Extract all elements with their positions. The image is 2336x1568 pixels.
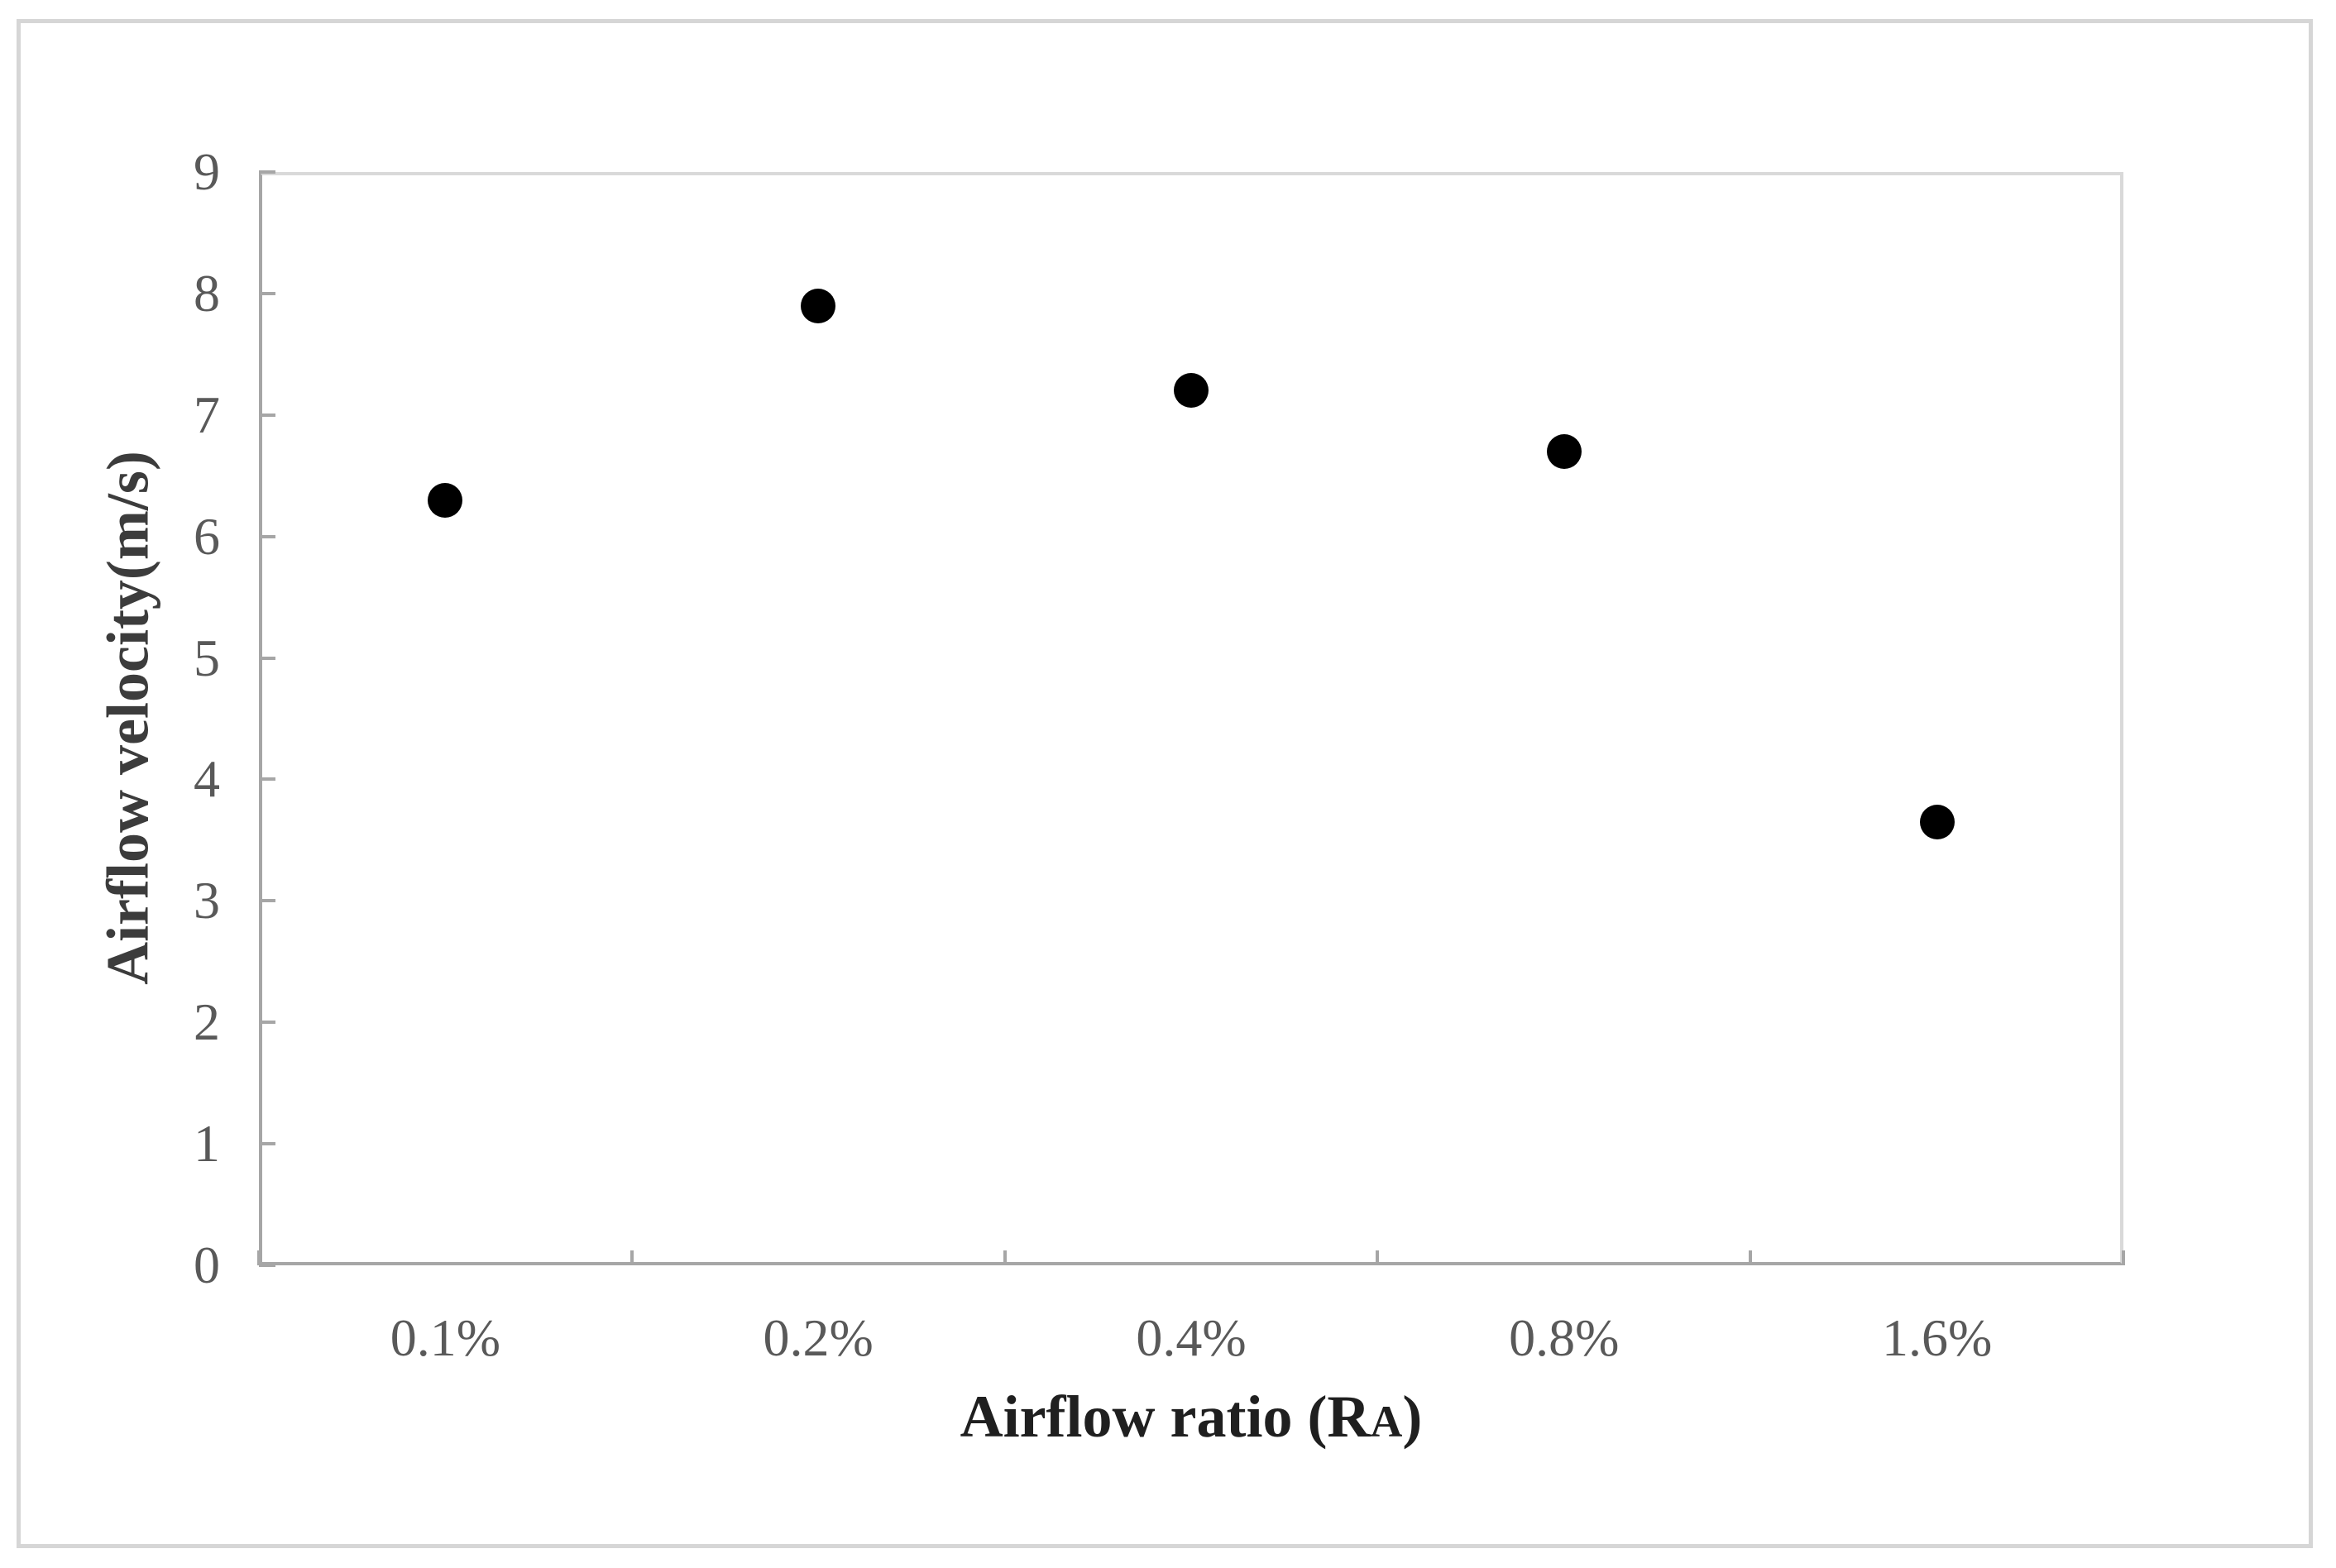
figure-border [17, 19, 2313, 1548]
x-axis-title-close: ) [1402, 1384, 1423, 1450]
y-axis-tick [259, 656, 275, 660]
x-axis-title-subscript: A [1370, 1397, 1403, 1446]
plot-area [259, 172, 2123, 1265]
y-tick-label: 0 [194, 1236, 220, 1294]
y-axis-tick [259, 1142, 275, 1146]
y-tick-label: 3 [194, 871, 220, 930]
y-axis-tick [259, 170, 275, 174]
y-tick-label: 2 [194, 992, 220, 1052]
y-axis-tick [259, 1021, 275, 1025]
x-tick-label: 1.6% [1881, 1308, 1993, 1367]
x-axis-tick [629, 1250, 634, 1265]
data-point [1174, 373, 1209, 409]
y-axis-tick [259, 899, 275, 903]
y-tick-label: 7 [194, 385, 220, 444]
data-point [1546, 433, 1582, 469]
x-axis-tick [257, 1250, 261, 1265]
y-tick-label: 1 [194, 1114, 220, 1174]
y-axis-tick [259, 777, 275, 782]
y-tick-label: 6 [194, 506, 220, 566]
x-tick-label: 0.8% [1509, 1308, 1620, 1367]
x-axis-title-text: Airflow ratio (R [960, 1384, 1371, 1450]
x-tick-label: 0.2% [763, 1308, 874, 1367]
data-point [801, 288, 836, 323]
x-tick-label: 0.1% [390, 1308, 501, 1367]
y-axis-tick [259, 291, 275, 295]
data-point [1919, 804, 1955, 839]
x-axis-tick [2122, 1250, 2125, 1265]
data-point [428, 482, 463, 518]
y-axis-tick [259, 413, 275, 417]
y-tick-label: 4 [194, 749, 220, 809]
x-axis-tick [1749, 1250, 1753, 1265]
y-axis-tick [259, 1264, 275, 1267]
y-tick-label: 5 [194, 628, 220, 687]
x-axis-tick [1376, 1250, 1380, 1265]
x-tick-label: 0.4% [1136, 1308, 1247, 1367]
y-axis-tick [259, 534, 275, 538]
x-axis-tick [1003, 1250, 1007, 1265]
y-tick-label: 8 [194, 263, 220, 323]
x-axis-title: Airflow ratio (RA) [596, 1383, 1787, 1451]
y-tick-label: 9 [194, 142, 220, 201]
